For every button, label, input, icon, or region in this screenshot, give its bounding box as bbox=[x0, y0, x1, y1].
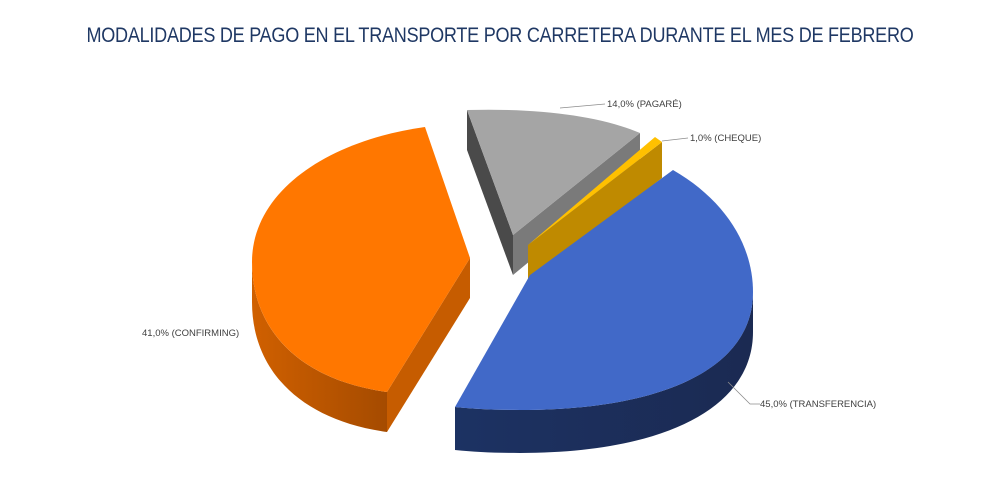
slice-cheque[interactable] bbox=[528, 137, 662, 282]
leader-line-transferencia bbox=[727, 381, 760, 405]
label-confirming: 41,0% (CONFIRMING) bbox=[142, 328, 239, 339]
chart-title: MODALIDADES DE PAGO EN EL TRANSPORTE POR… bbox=[86, 24, 914, 47]
label-transferencia: 45,0% (TRANSFERENCIA) bbox=[760, 399, 876, 410]
leader-line-cheque bbox=[661, 137, 689, 142]
slice-transferencia[interactable] bbox=[455, 170, 753, 453]
label-pagare: 14,0% (PAGARÉ) bbox=[607, 99, 682, 110]
label-cheque: 1,0% (CHEQUE) bbox=[690, 133, 761, 144]
leader-line-pagare bbox=[559, 103, 606, 109]
slice-confirming[interactable] bbox=[252, 127, 470, 432]
